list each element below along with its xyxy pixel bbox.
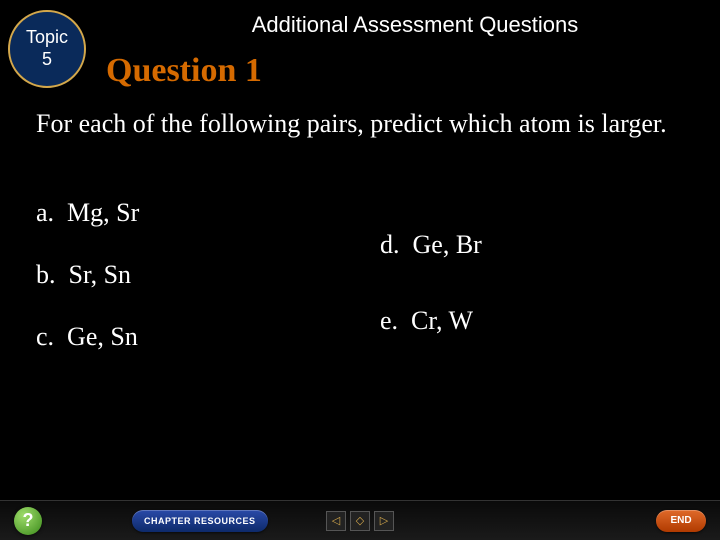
nav-home-button[interactable]: ◇ [350, 511, 370, 531]
option-key: e. [380, 306, 398, 335]
chapter-label: CHAPTER RESOURCES [144, 516, 256, 526]
help-icon: ? [23, 510, 34, 531]
option-a: a. Mg, Sr [36, 198, 139, 228]
help-button[interactable]: ? [14, 507, 42, 535]
question-title: Question 1 [106, 52, 262, 90]
options-column-left: a. Mg, Sr b. Sr, Sn c. Ge, Sn [36, 198, 139, 384]
options-column-right: d. Ge, Br e. Cr, W [380, 230, 482, 382]
slide-header: Additional Assessment Questions [130, 12, 700, 38]
option-d: d. Ge, Br [380, 230, 482, 260]
end-button[interactable]: END [656, 510, 706, 532]
question-body: For each of the following pairs, predict… [36, 108, 690, 141]
topic-label: Topic [26, 27, 68, 49]
option-key: b. [36, 260, 56, 289]
triangle-left-icon: ◁ [332, 514, 340, 527]
option-key: c. [36, 322, 54, 351]
topic-number: 5 [42, 49, 52, 71]
end-label: END [670, 515, 691, 526]
option-c: c. Ge, Sn [36, 322, 139, 352]
diamond-icon: ◇ [356, 514, 364, 527]
option-text: Mg, Sr [67, 198, 139, 227]
option-text: Ge, Sn [67, 322, 138, 351]
topic-badge: Topic 5 [8, 10, 86, 88]
chapter-resources-button[interactable]: CHAPTER RESOURCES [132, 510, 268, 532]
nav-prev-button[interactable]: ◁ [326, 511, 346, 531]
option-text: Ge, Br [413, 230, 482, 259]
option-text: Sr, Sn [69, 260, 132, 289]
option-text: Cr, W [411, 306, 473, 335]
triangle-right-icon: ▷ [380, 514, 388, 527]
option-key: a. [36, 198, 54, 227]
option-e: e. Cr, W [380, 306, 482, 336]
nav-next-button[interactable]: ▷ [374, 511, 394, 531]
nav-controls: ◁ ◇ ▷ [326, 511, 394, 531]
option-key: d. [380, 230, 400, 259]
option-b: b. Sr, Sn [36, 260, 139, 290]
footer-bar: ? CHAPTER RESOURCES ◁ ◇ ▷ END [0, 500, 720, 540]
